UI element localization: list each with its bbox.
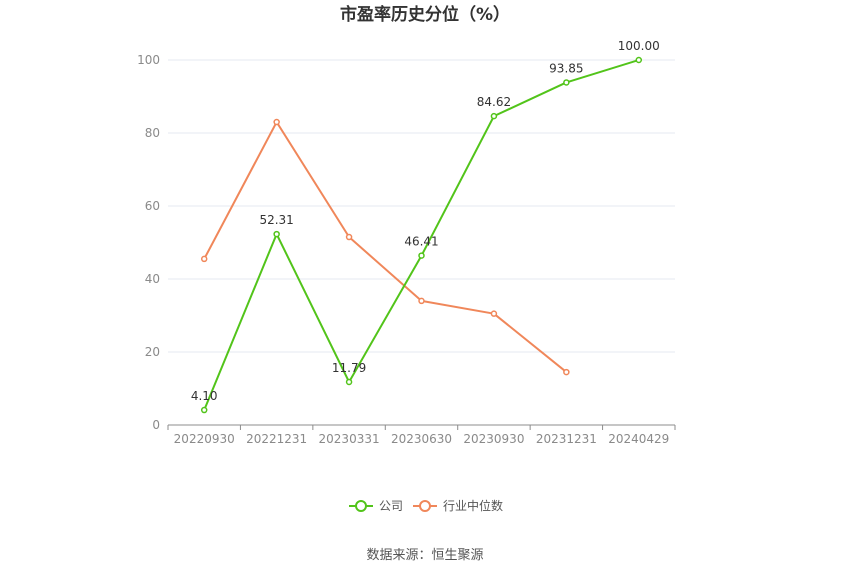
data-point xyxy=(635,56,643,64)
legend-item: 行业中位数 xyxy=(413,498,503,513)
legend-label: 公司 xyxy=(379,499,403,513)
data-label: 52.31 xyxy=(259,213,293,227)
x-tick-label: 20220930 xyxy=(174,432,235,446)
series-line-industry-median xyxy=(203,121,567,373)
y-tick-label: 100 xyxy=(137,53,160,67)
x-tick-label: 20230331 xyxy=(319,432,380,446)
y-tick-label: 0 xyxy=(152,418,160,432)
data-point xyxy=(273,230,280,238)
data-point xyxy=(490,112,498,120)
x-tick-label: 20230930 xyxy=(463,432,524,446)
legend-swatch-marker xyxy=(355,500,367,512)
x-tick-label: 20231231 xyxy=(536,432,597,446)
data-point xyxy=(563,368,570,376)
data-point xyxy=(345,378,353,386)
legend-item: 公司 xyxy=(349,499,403,513)
x-tick-label: 20230630 xyxy=(391,432,452,446)
y-tick-label: 80 xyxy=(145,126,160,140)
data-point xyxy=(418,252,425,259)
y-tick-label: 20 xyxy=(145,345,160,359)
data-point xyxy=(200,406,208,414)
data-point xyxy=(563,79,570,86)
series-layer xyxy=(200,56,643,414)
data-label: 4.10 xyxy=(191,389,218,403)
data-point xyxy=(490,310,498,317)
data-label: 11.79 xyxy=(332,361,366,375)
x-axis: 20220930 20221231 20230331 20230630 20230930… xyxy=(167,424,676,446)
data-label: 84.62 xyxy=(477,95,511,109)
data-label: 46.41 xyxy=(404,235,438,249)
data-point xyxy=(418,297,425,305)
data-label: 93.85 xyxy=(549,61,583,75)
y-axis: 0 20 40 60 80 100 xyxy=(137,53,160,432)
data-point xyxy=(273,118,280,126)
source-note: 数据来源：恒生聚源 xyxy=(366,548,483,563)
legend-label: 行业中位数 xyxy=(443,498,503,513)
data-labels: 4.10 52.31 11.79 46.41 84.62 93.85 100.00 xyxy=(191,39,660,403)
data-point xyxy=(200,255,208,263)
chart-title: 市盈率历史分位（%） xyxy=(340,4,510,25)
data-point xyxy=(345,233,353,241)
legend-swatch-marker xyxy=(419,500,431,512)
legend: 公司 行业中位数 xyxy=(349,498,503,513)
y-tick-label: 40 xyxy=(145,272,160,286)
x-tick-label: 20221231 xyxy=(246,432,307,446)
y-tick-label: 60 xyxy=(145,199,160,213)
grid-lines xyxy=(168,59,675,353)
data-label: 100.00 xyxy=(618,39,660,53)
x-tick-label: 20240429 xyxy=(608,432,669,446)
